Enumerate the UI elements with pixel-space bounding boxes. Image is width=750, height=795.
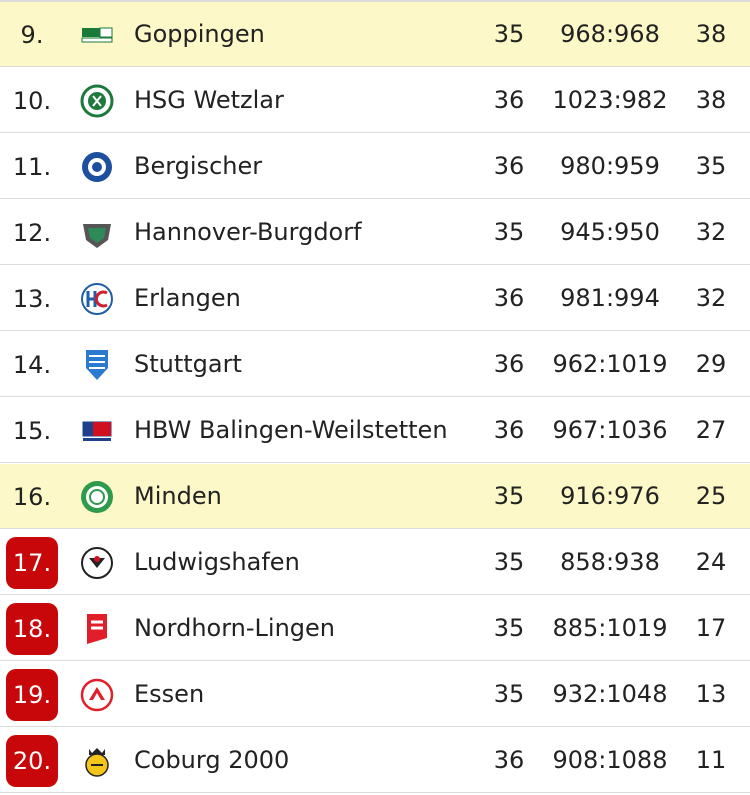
goppingen-logo-icon — [80, 18, 114, 52]
rank-badge: 14. — [12, 351, 52, 379]
games-played: 36 — [493, 86, 525, 114]
table-row-wetzlar[interactable]: 10. HSG Wetzlar 36 1023:982 38 — [0, 68, 750, 133]
table-row-essen[interactable]: 19. Essen 35 932:1048 13 — [0, 662, 750, 727]
team-name: Essen — [134, 680, 205, 708]
table-row-balingen[interactable]: 15. HBW Balingen-Weilstetten 36 967:1036… — [0, 398, 750, 463]
goal-difference: 932:1048 — [552, 680, 668, 708]
essen-logo-icon — [80, 678, 114, 712]
team-name: Stuttgart — [134, 350, 242, 378]
games-played: 36 — [493, 746, 525, 774]
nordhorn-logo-icon — [80, 612, 114, 646]
games-played: 35 — [493, 20, 525, 48]
rank-badge: 12. — [12, 219, 52, 247]
goal-difference: 980:959 — [560, 152, 660, 180]
rank-badge: 19. — [6, 669, 58, 721]
points: 38 — [695, 20, 727, 48]
goal-difference: 967:1036 — [552, 416, 668, 444]
points: 24 — [695, 548, 727, 576]
goal-difference: 981:994 — [560, 284, 660, 312]
games-played: 35 — [493, 218, 525, 246]
points: 32 — [695, 218, 727, 246]
games-played: 36 — [493, 284, 525, 312]
rank-badge: 10. — [12, 87, 52, 115]
rank-badge: 16. — [12, 483, 52, 511]
team-name: Bergischer — [134, 152, 263, 180]
points: 29 — [695, 350, 727, 378]
table-row-erlangen[interactable]: 13. Erlangen 36 981:994 32 — [0, 266, 750, 331]
goal-difference: 885:1019 — [552, 614, 668, 642]
goal-difference: 962:1019 — [552, 350, 668, 378]
games-played: 35 — [493, 548, 525, 576]
points: 35 — [695, 152, 727, 180]
table-row-nordhorn[interactable]: 18. Nordhorn-Lingen 35 885:1019 17 — [0, 596, 750, 661]
rank-badge: 20. — [6, 735, 58, 787]
goal-difference: 908:1088 — [552, 746, 668, 774]
team-name: Erlangen — [134, 284, 241, 312]
bergischer-logo-icon — [80, 150, 114, 184]
points: 32 — [695, 284, 727, 312]
rank-badge: 9. — [20, 21, 44, 49]
team-name: Hannover-Burgdorf — [134, 218, 362, 246]
rank-badge: 13. — [12, 285, 52, 313]
games-played: 36 — [493, 416, 525, 444]
ludwigshafen-logo-icon — [80, 546, 114, 580]
balingen-logo-icon — [80, 414, 114, 448]
wetzlar-logo-icon — [80, 84, 114, 118]
team-name: Nordhorn-Lingen — [134, 614, 335, 642]
points: 17 — [695, 614, 727, 642]
rank-badge: 11. — [12, 153, 52, 181]
table-row-hannover[interactable]: 12. Hannover-Burgdorf 35 945:950 32 — [0, 200, 750, 265]
points: 27 — [695, 416, 727, 444]
goal-difference: 916:976 — [560, 482, 660, 510]
table-row-ludwigshafen[interactable]: 17. Ludwigshafen 35 858:938 24 — [0, 530, 750, 595]
goal-difference: 945:950 — [560, 218, 660, 246]
coburg-logo-icon — [80, 744, 114, 778]
table-row-goppingen[interactable]: 9. Goppingen 35 968:968 38 — [0, 2, 750, 67]
table-top-divider — [0, 0, 750, 2]
table-row-bergischer[interactable]: 11. Bergischer 36 980:959 35 — [0, 134, 750, 199]
team-name: Minden — [134, 482, 222, 510]
team-name: HBW Balingen-Weilstetten — [134, 416, 448, 444]
erlangen-logo-icon — [80, 282, 114, 316]
games-played: 35 — [493, 614, 525, 642]
goal-difference: 858:938 — [560, 548, 660, 576]
table-row-minden[interactable]: 16. Minden 35 916:976 25 — [0, 464, 750, 529]
games-played: 35 — [493, 482, 525, 510]
points: 13 — [695, 680, 727, 708]
points: 38 — [695, 86, 727, 114]
team-name: Ludwigshafen — [134, 548, 300, 576]
points: 25 — [695, 482, 727, 510]
team-name: HSG Wetzlar — [134, 86, 284, 114]
team-name: Goppingen — [134, 20, 265, 48]
goal-difference: 1023:982 — [552, 86, 668, 114]
games-played: 36 — [493, 152, 525, 180]
rank-badge: 17. — [6, 537, 58, 589]
points: 11 — [695, 746, 727, 774]
games-played: 35 — [493, 680, 525, 708]
games-played: 36 — [493, 350, 525, 378]
table-row-stuttgart[interactable]: 14. Stuttgart 36 962:1019 29 — [0, 332, 750, 397]
rank-badge: 15. — [12, 417, 52, 445]
goal-difference: 968:968 — [560, 20, 660, 48]
hannover-logo-icon — [80, 216, 114, 250]
minden-logo-icon — [80, 480, 114, 514]
stuttgart-logo-icon — [80, 348, 114, 382]
rank-badge: 18. — [6, 603, 58, 655]
table-row-coburg[interactable]: 20. Coburg 2000 36 908:1088 11 — [0, 728, 750, 793]
team-name: Coburg 2000 — [134, 746, 290, 774]
